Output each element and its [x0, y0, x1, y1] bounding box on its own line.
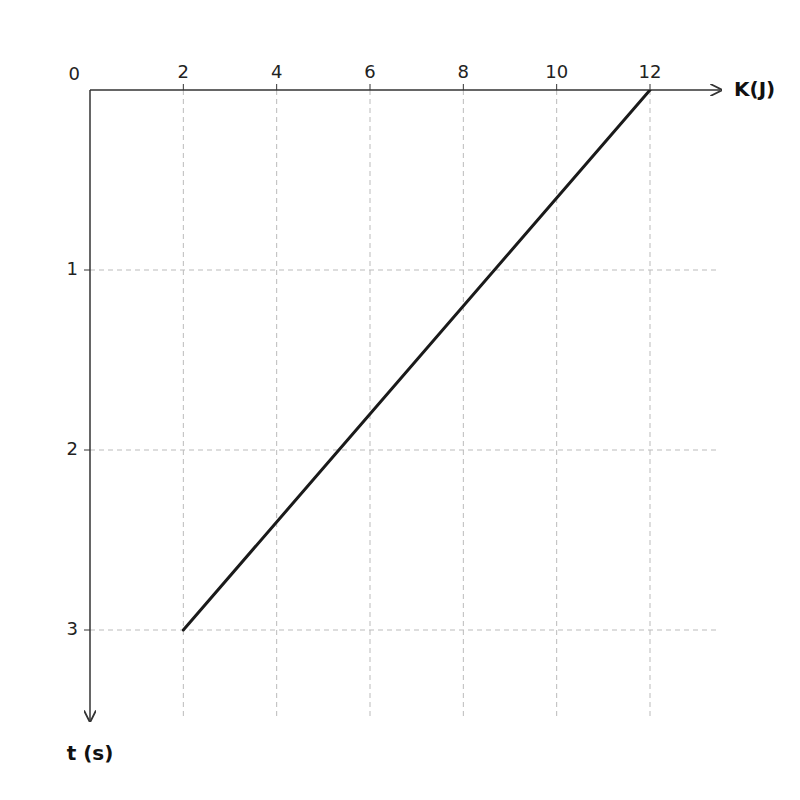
x-tick-label: 12 [639, 61, 662, 82]
x-tick-label: 6 [364, 61, 375, 82]
x-axis-line [90, 89, 720, 91]
y-tick-label: 1 [67, 258, 78, 279]
grid-line-x [650, 90, 651, 720]
grid-line-x [463, 90, 464, 720]
x-tick [183, 84, 184, 90]
data-line [183, 90, 650, 630]
x-tick [650, 84, 651, 90]
grid [90, 90, 720, 720]
x-tick [463, 84, 464, 90]
x-tick [556, 84, 557, 90]
grid-line-y [90, 450, 720, 451]
data-group [183, 90, 650, 630]
x-tick-label: 8 [458, 61, 469, 82]
grid-line-y [90, 270, 720, 271]
grid-line-x [183, 90, 184, 720]
y-tick-label: 2 [67, 438, 78, 459]
x-tick-label: 4 [271, 61, 282, 82]
y-tick [84, 630, 90, 631]
y-tick [84, 450, 90, 451]
x-tick [276, 84, 277, 90]
annotation: 0 [69, 63, 80, 84]
ticks: 24681012123 [67, 61, 662, 639]
x-tick [370, 84, 371, 90]
grid-line-x [556, 90, 557, 720]
x-tick-label: 10 [545, 61, 568, 82]
y-axis-label: t (s) [67, 741, 114, 765]
chart-svg: 24681012123K(J)t (s)0 [0, 0, 800, 800]
grid-line-x [370, 90, 371, 720]
x-tick-label: 2 [178, 61, 189, 82]
grid-line-x [276, 90, 277, 720]
y-tick-label: 3 [67, 618, 78, 639]
x-axis-label: K(J) [734, 77, 775, 101]
y-tick [84, 270, 90, 271]
chart-container: 24681012123K(J)t (s)0 [0, 0, 800, 800]
y-axis-line [89, 90, 91, 720]
